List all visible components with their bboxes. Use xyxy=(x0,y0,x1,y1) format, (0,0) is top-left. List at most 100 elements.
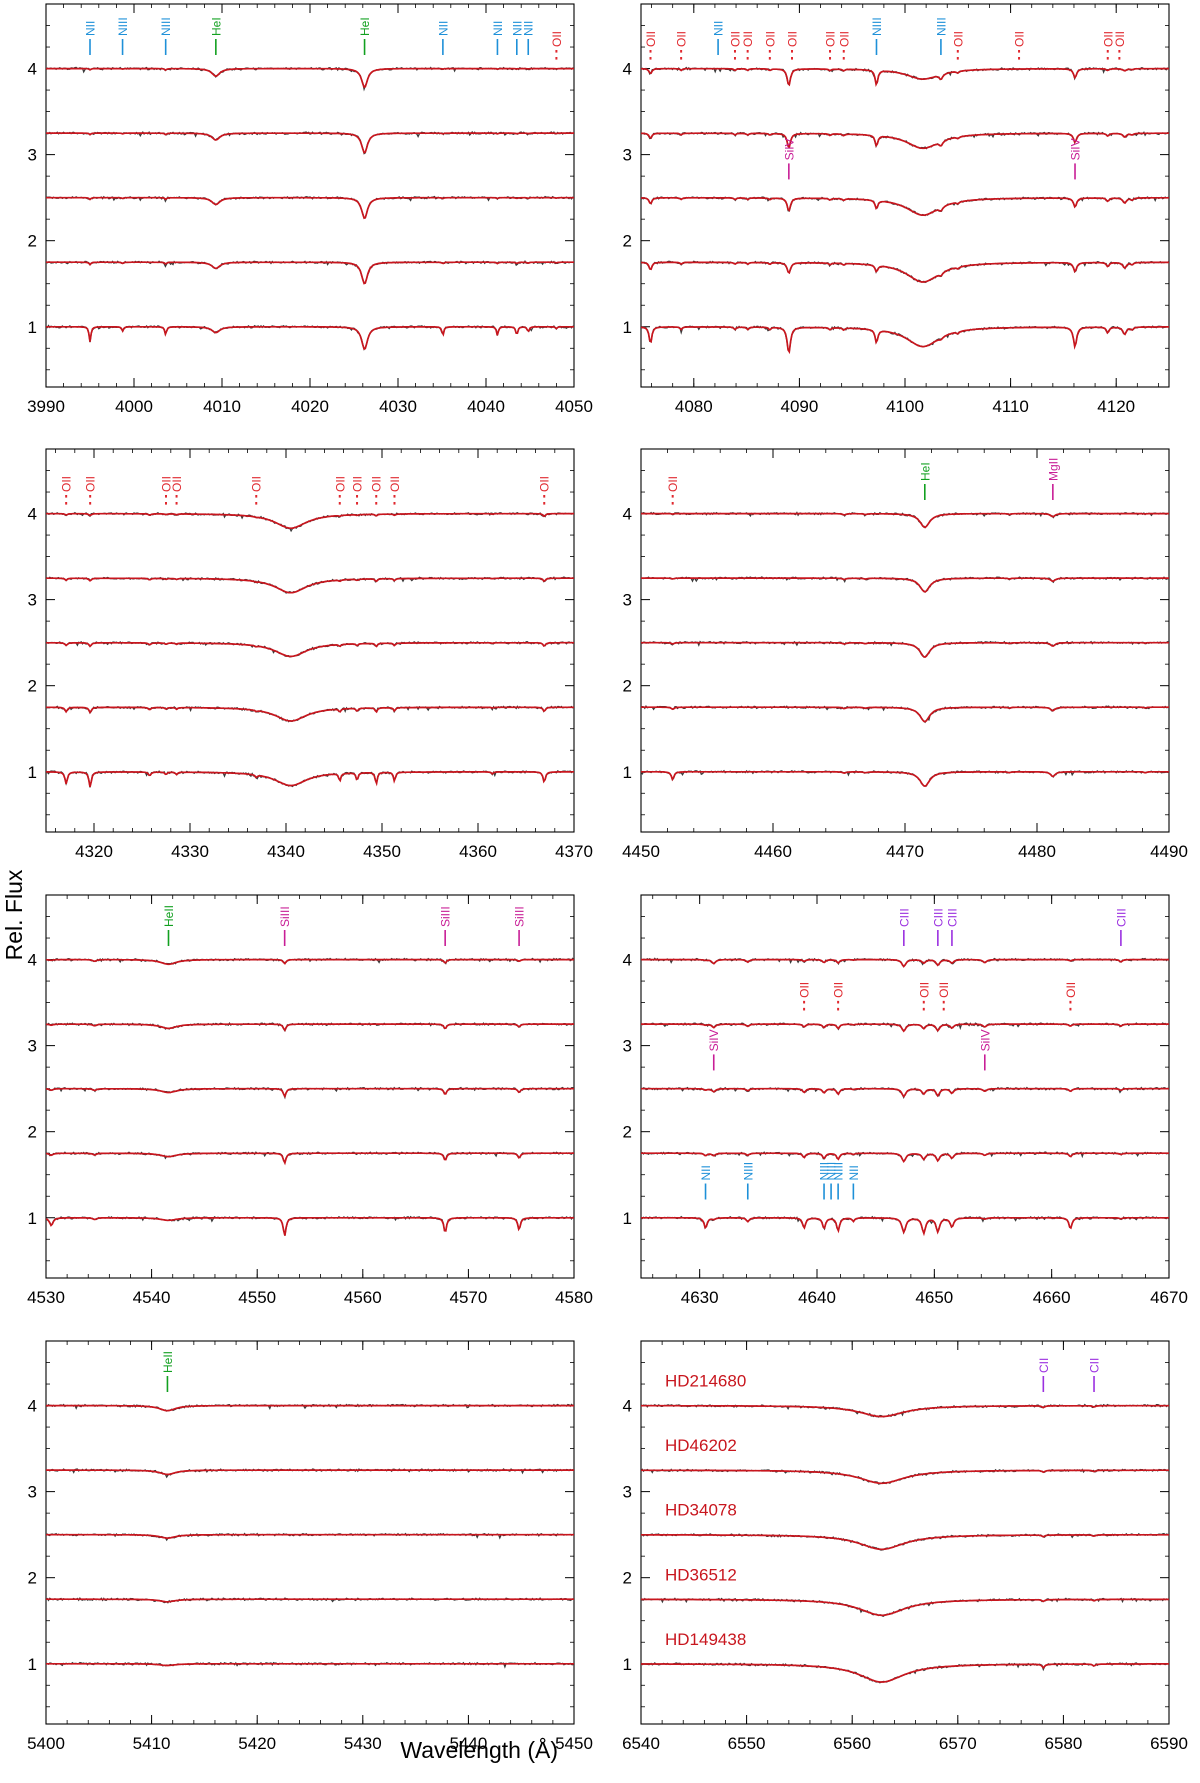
label-text: CII xyxy=(1037,1358,1051,1373)
line-label: OII xyxy=(675,31,689,60)
y-tick-label: 3 xyxy=(28,146,37,165)
x-tick-label: 4090 xyxy=(780,397,818,416)
label-text: OII xyxy=(170,476,184,492)
line-label: OII xyxy=(917,982,931,1011)
label-text: SiIV xyxy=(1069,138,1083,160)
model-spectrum-HD149438 xyxy=(641,1216,1169,1237)
line-label: CIII xyxy=(931,908,945,946)
x-tick-label: 4110 xyxy=(992,397,1029,416)
panel-e: 4530 4540 4550 4560 4570 4580 1 2 3 4 HeII SiIII SiI… xyxy=(27,894,593,1307)
observed-spectrum-HD34078 xyxy=(641,1532,1169,1551)
model-spectrum-HD214680 xyxy=(46,67,574,89)
line-label: NII xyxy=(436,21,450,55)
label-text: OII xyxy=(1113,31,1127,47)
axes-frame xyxy=(640,448,1170,833)
x-tick-label: 4480 xyxy=(1018,842,1056,861)
y-tick-label: 2 xyxy=(28,1123,37,1142)
star-label: HD34078 xyxy=(665,1501,737,1520)
line-label: OII xyxy=(786,31,800,60)
y-tick-label: 3 xyxy=(623,1483,632,1502)
star-label: HD36512 xyxy=(665,1565,737,1584)
line-label: OII xyxy=(644,31,658,60)
label-text: NIII xyxy=(159,17,173,36)
spectra xyxy=(46,511,574,788)
label-text: SiIII xyxy=(439,906,453,927)
line-label: NIII xyxy=(934,17,948,55)
observed-spectrum-HD34078 xyxy=(46,195,574,219)
model-spectrum-HD36512 xyxy=(641,1152,1169,1163)
model-spectrum-HD46202 xyxy=(46,1023,574,1032)
spectra xyxy=(46,66,574,351)
label-text: OII xyxy=(1101,31,1115,47)
line-label: CIII xyxy=(897,908,911,946)
line-label: OII xyxy=(728,31,742,60)
x-tick-label: 6560 xyxy=(833,1734,871,1753)
label-text: OII xyxy=(666,476,680,492)
model-spectrum-HD214680 xyxy=(46,512,574,530)
label-text: NII xyxy=(491,21,505,36)
y-tick-label: 1 xyxy=(623,763,632,782)
label-text: OII xyxy=(951,31,965,47)
line-label: NII xyxy=(84,21,98,55)
label-text: NIII xyxy=(832,1162,846,1181)
model-spectrum-HD36512 xyxy=(46,706,574,722)
axes-frame xyxy=(45,1340,575,1725)
line-label: NIII xyxy=(159,17,173,55)
label-text: NII xyxy=(436,21,450,36)
axes-frame xyxy=(640,1340,1170,1725)
model-spectrum-HD46202 xyxy=(46,132,574,154)
spectra xyxy=(641,1403,1169,1684)
line-label: NIII xyxy=(825,1162,839,1200)
x-tick-label: 6540 xyxy=(622,1734,660,1753)
model-spectrum-HD214680 xyxy=(46,958,574,966)
line-label: NIII xyxy=(870,17,884,55)
line-label: OII xyxy=(798,982,812,1011)
x-tick-label: 5440 xyxy=(449,1734,487,1753)
line-label: SiIII xyxy=(278,906,292,946)
line-label: SiIV xyxy=(707,1029,721,1071)
x-tick-label: 4050 xyxy=(555,397,593,416)
line-label: HeI xyxy=(918,462,932,500)
x-tick-label: 4550 xyxy=(238,1288,276,1307)
line-label: SiIV xyxy=(1069,138,1083,180)
x-tick-label: 4100 xyxy=(886,397,924,416)
x-tick-label: 4000 xyxy=(115,397,153,416)
x-tick-label: 4560 xyxy=(344,1288,382,1307)
line-label: SiIII xyxy=(513,906,527,946)
label-text: OII xyxy=(832,982,846,998)
label-text: HeI xyxy=(358,17,372,36)
x-tick-label: 4330 xyxy=(171,842,209,861)
x-tick-label: 4470 xyxy=(886,842,924,861)
star-label: HD149438 xyxy=(665,1630,746,1649)
x-tick-label: 4370 xyxy=(555,842,593,861)
label-text: OII xyxy=(351,476,365,492)
observed-spectrum-HD36512 xyxy=(46,260,574,284)
model-spectrum-HD149438 xyxy=(46,770,574,788)
line-label: SiIV xyxy=(782,138,796,180)
y-tick-label: 3 xyxy=(623,591,632,610)
line-label: OII xyxy=(60,476,74,505)
y-tick-label: 4 xyxy=(28,505,37,524)
label-text: OII xyxy=(798,982,812,998)
x-tick-label: 4030 xyxy=(379,397,417,416)
label-text: OII xyxy=(84,476,98,492)
label-text: SiIV xyxy=(978,1029,992,1051)
line-label: OII xyxy=(250,476,264,505)
spectra xyxy=(46,957,574,1236)
model-spectrum-HD46202 xyxy=(641,132,1169,150)
model-spectrum-HD149438 xyxy=(46,1216,574,1236)
spectra xyxy=(641,957,1169,1237)
line-label: OII xyxy=(351,476,365,505)
label-text: OII xyxy=(160,476,174,492)
spectra xyxy=(46,1403,574,1669)
model-spectrum-HD34078 xyxy=(641,196,1169,216)
label-text: OII xyxy=(1013,31,1027,47)
star-label: HD214680 xyxy=(665,1372,746,1391)
label-text: NII xyxy=(510,21,524,36)
x-tick-label: 4530 xyxy=(27,1288,65,1307)
label-text: NIII xyxy=(818,1162,832,1181)
x-tick-label: 4450 xyxy=(622,842,660,861)
label-text: SiIII xyxy=(513,906,527,927)
line-label: MgII xyxy=(1046,458,1060,500)
